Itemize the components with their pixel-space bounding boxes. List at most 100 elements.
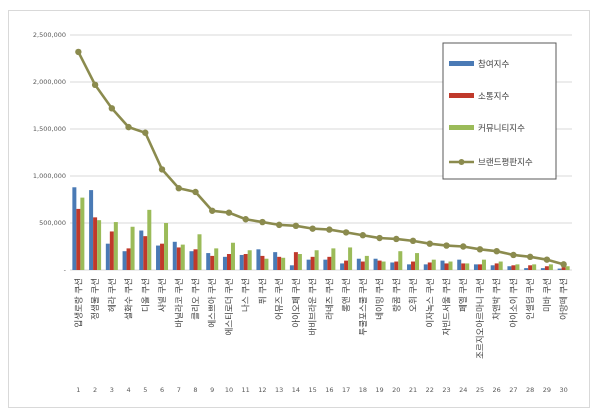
category-label: 에스쁘아 쿠션 — [207, 278, 218, 328]
category-label: 샤넬 쿠션 — [157, 278, 168, 312]
bar — [89, 190, 94, 270]
bar — [524, 268, 529, 270]
category-index: 10 — [225, 386, 233, 394]
line-point — [342, 229, 350, 236]
category-index: 29 — [543, 386, 551, 394]
category-label: 헤라 쿠션 — [107, 278, 118, 312]
bar — [214, 248, 219, 270]
category-label: 페엘 쿠션 — [458, 278, 469, 312]
bar — [126, 248, 131, 270]
bar — [394, 261, 399, 270]
bar — [239, 254, 244, 270]
bar — [260, 255, 265, 270]
bar — [206, 253, 211, 270]
bar — [97, 220, 102, 270]
bar — [172, 241, 177, 270]
line-point — [142, 129, 149, 136]
category-label: 롬앤 쿠션 — [341, 278, 352, 312]
bar — [507, 266, 512, 270]
bar — [511, 265, 516, 270]
bar — [256, 249, 261, 270]
category-index: 14 — [292, 386, 300, 394]
category-index: 24 — [459, 386, 467, 394]
category-label: 오휘 쿠션 — [408, 278, 419, 312]
line-point — [443, 242, 450, 249]
bar — [197, 234, 202, 270]
line-point — [493, 248, 500, 255]
bar — [344, 260, 349, 270]
bar — [457, 259, 462, 270]
legend-label: 참여지수 — [478, 59, 509, 70]
category-index: 2 — [93, 386, 97, 394]
bar — [415, 253, 420, 270]
category-label: 나스 쿠션 — [241, 278, 252, 312]
bar — [281, 257, 286, 270]
category-index: 11 — [242, 386, 250, 394]
bar — [528, 265, 533, 270]
bar — [222, 256, 227, 270]
bar — [293, 252, 298, 270]
bar — [461, 263, 466, 270]
line-point — [426, 240, 433, 247]
line-point — [209, 207, 216, 214]
line-point — [75, 48, 82, 56]
category-index: 21 — [409, 386, 417, 394]
legend-swatch — [449, 61, 474, 66]
category-label: 조르지오아르마니 쿠션 — [475, 278, 486, 359]
bar — [314, 250, 319, 270]
bar — [72, 187, 77, 270]
y-tick-label: 1,500,000 — [33, 125, 66, 133]
line-point — [460, 243, 467, 250]
category-label: 투쿨포스쿨 쿠션 — [358, 278, 369, 335]
y-tick-label: 500,000 — [39, 219, 66, 227]
category-index: 4 — [126, 386, 130, 394]
category-index: 26 — [493, 386, 501, 394]
legend-swatch — [449, 93, 474, 98]
bar — [364, 255, 369, 270]
bar — [398, 251, 403, 270]
category-label: 디올 쿠션 — [140, 278, 151, 312]
line-point — [560, 261, 567, 268]
line-point — [292, 222, 300, 230]
category-label: 바비브라운 쿠션 — [308, 278, 319, 335]
category-label: 어뮤즈 쿠션 — [274, 278, 285, 320]
line-point — [543, 256, 551, 263]
bar — [80, 197, 85, 270]
category-index: 3 — [110, 386, 114, 394]
bar — [340, 263, 345, 270]
line-point — [309, 225, 316, 232]
line-point — [175, 185, 182, 192]
bar — [93, 217, 98, 270]
bar — [193, 249, 198, 270]
bar — [243, 254, 248, 270]
category-label: 랑콤 쿠션 — [391, 278, 402, 312]
category-index: 22 — [426, 386, 434, 394]
bar — [348, 247, 353, 270]
category-index: 9 — [210, 386, 214, 394]
category-index: 17 — [342, 386, 350, 394]
bar — [189, 251, 194, 270]
bar — [465, 263, 470, 270]
bar — [105, 243, 110, 270]
category-label: 클리오 쿠션 — [191, 278, 202, 320]
category-index: 8 — [193, 386, 197, 394]
bar — [273, 252, 278, 270]
bar — [557, 268, 562, 270]
category-label: 아망떼 쿠션 — [559, 278, 570, 320]
bar — [532, 264, 537, 270]
line-point — [158, 166, 166, 173]
bar — [473, 264, 478, 270]
bar — [356, 258, 361, 270]
legend-label: 브랜드평판지수 — [478, 157, 533, 168]
line-point — [326, 226, 333, 233]
line-point — [225, 209, 233, 216]
line-point — [526, 253, 534, 261]
category-index: 27 — [509, 386, 517, 394]
bar — [143, 236, 148, 270]
bar — [130, 226, 135, 270]
line-point — [192, 188, 199, 196]
line-point — [125, 123, 132, 131]
bar — [289, 265, 294, 270]
